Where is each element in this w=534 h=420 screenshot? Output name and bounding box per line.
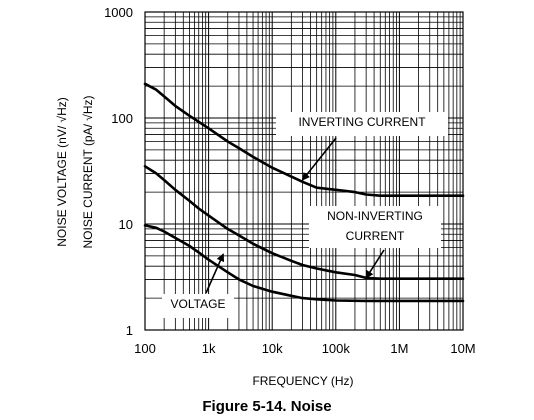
annotation-label: INVERTING CURRENT	[298, 115, 426, 129]
annotation-backdrop	[276, 112, 448, 136]
annotation-label: CURRENT	[346, 229, 405, 243]
y-tick-label: 1000	[104, 5, 133, 20]
x-tick-label: 1M	[390, 341, 408, 356]
tick-labels: 100 1k 10k 100k 1M 10M 1 10 100 1000	[104, 5, 476, 356]
annotation-arrow	[301, 137, 337, 181]
y-tick-label: 1	[126, 323, 133, 338]
noise-chart: INVERTING CURRENT NON-INVERTING CURRENT VOL…	[55, 5, 476, 388]
annotation-backdrop	[162, 294, 234, 318]
series-group	[143, 82, 465, 303]
x-tick-label: 10M	[450, 341, 475, 356]
plot-frame	[144, 11, 464, 331]
annotation-backdrop	[309, 206, 441, 248]
grid	[144, 12, 463, 331]
series-line-voltage	[143, 224, 465, 303]
y-tick-label: 100	[111, 111, 133, 126]
annotation-group: INVERTING CURRENT NON-INVERTING CURRENT VOL…	[162, 112, 448, 318]
series-line-inverting-current	[143, 82, 465, 197]
annotation-label: VOLTAGE	[171, 297, 226, 311]
y-axis-label-voltage: NOISE VOLTAGE (nV/ √Hz)	[55, 97, 69, 247]
x-tick-label: 100	[134, 341, 156, 356]
figure-caption: Figure 5-14. Noise	[202, 398, 332, 415]
annotation-arrow	[365, 249, 385, 279]
x-tick-label: 100k	[322, 341, 351, 356]
y-axis-label-current: NOISE CURRENT (pA/ √Hz)	[81, 95, 95, 248]
annotation-arrow	[205, 253, 225, 294]
annotation-label: NON-INVERTING	[327, 209, 423, 223]
y-tick-label: 10	[119, 217, 133, 232]
x-axis-label: FREQUENCY (Hz)	[252, 374, 353, 388]
x-tick-label: 10k	[262, 341, 283, 356]
series-line-non-inverting-current	[143, 165, 465, 280]
x-tick-label: 1k	[202, 341, 216, 356]
